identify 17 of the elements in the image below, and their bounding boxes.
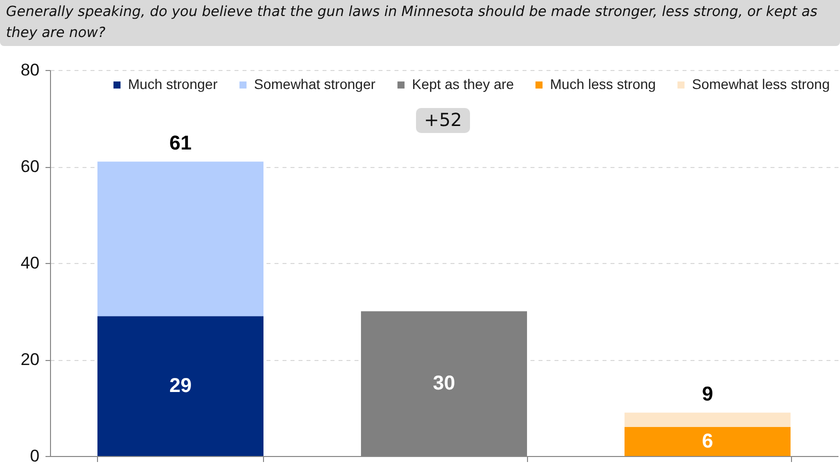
y-tick-label: 0	[30, 446, 40, 464]
legend-label: Somewhat stronger	[254, 76, 376, 92]
y-tick-label: 40	[20, 254, 40, 272]
legend-label: Much stronger	[128, 76, 218, 92]
total-label: 9	[702, 384, 714, 406]
y-tick-label: 80	[20, 60, 40, 80]
legend-label: Kept as they are	[412, 76, 514, 92]
y-tick-label: 20	[20, 350, 40, 369]
data-label: 6	[702, 430, 714, 453]
annotation: +52	[416, 108, 470, 133]
legend-label: Much less strong	[550, 76, 656, 92]
data-label: 29	[169, 375, 192, 398]
data-label: 30	[432, 372, 456, 395]
legend-label: Somewhat less strong	[692, 76, 830, 92]
chart-title: Generally speaking, do you believe that the gun laws in Minnesota should be made stronger, less strong, or kept as they are now?	[0, 0, 840, 46]
y-tick-label: 60	[20, 157, 40, 176]
total-label: 61	[169, 132, 192, 155]
